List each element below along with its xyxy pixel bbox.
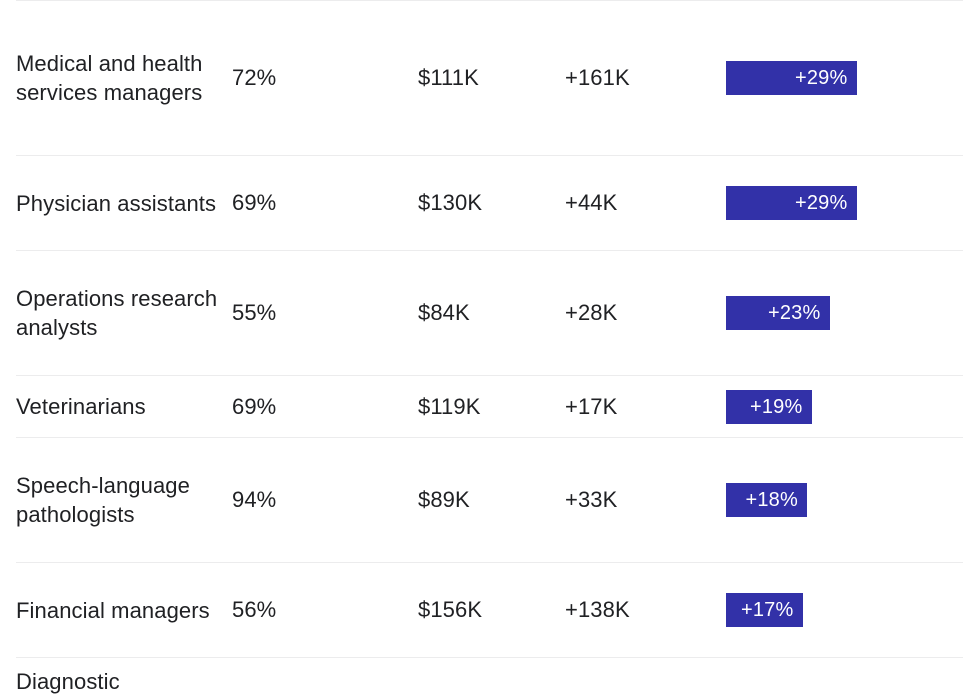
- occupation-name: Speech-language pathologists: [16, 473, 190, 527]
- occupation-name: Diagnostic: [16, 669, 120, 694]
- growth-bar-cell: +18%: [726, 483, 963, 517]
- growth-bar-cell: +23%: [726, 296, 963, 330]
- growth-bar-cell: +19%: [726, 389, 963, 424]
- job-openings-value: +161K: [565, 65, 630, 90]
- occupation-name: Physician assistants: [16, 190, 217, 216]
- table-divider: [16, 250, 963, 251]
- growth-bar-label: +17%: [740, 599, 794, 621]
- table-row[interactable]: Speech-language pathologists 94% $89K +3…: [0, 438, 980, 562]
- median-pay-value: $111K: [418, 65, 479, 90]
- table-row[interactable]: Financial managers 56% $156K +138K +17%: [0, 563, 980, 657]
- table-divider-top: [16, 0, 963, 1]
- growth-bar-label: +29%: [794, 192, 848, 214]
- growth-bar-label: +19%: [749, 395, 803, 418]
- growth-bar-label: +23%: [767, 302, 821, 324]
- growth-bar-cell: +29%: [726, 186, 963, 220]
- median-pay-value: $156K: [418, 597, 483, 622]
- job-openings-value: +17K: [565, 393, 618, 419]
- job-openings-value: +44K: [565, 190, 618, 215]
- growth-bar: +17%: [726, 593, 803, 627]
- job-openings-value: +33K: [565, 487, 618, 512]
- growth-bar-label: +29%: [794, 67, 848, 89]
- percent-value: 69%: [232, 393, 277, 419]
- table-row[interactable]: Veterinarians 69% $119K +17K +19%: [0, 376, 980, 437]
- table-row-clipped[interactable]: Diagnostic: [0, 658, 980, 698]
- growth-bar-cell: +17%: [726, 593, 963, 627]
- table-divider: [16, 375, 963, 376]
- growth-bar: +18%: [726, 483, 807, 517]
- percent-value: 55%: [232, 300, 277, 325]
- median-pay-value: $130K: [418, 190, 483, 215]
- table-row[interactable]: Medical and health services managers 72%…: [0, 1, 980, 155]
- median-pay-value: $89K: [418, 487, 470, 512]
- growth-bar-cell: +29%: [726, 61, 963, 95]
- occupation-name: Veterinarians: [16, 394, 146, 419]
- growth-bar: +29%: [726, 61, 857, 95]
- percent-value: 69%: [232, 190, 277, 215]
- table-divider: [16, 155, 963, 156]
- percent-value: 72%: [232, 65, 277, 90]
- growth-bar-label: +18%: [745, 489, 798, 511]
- job-openings-value: +28K: [565, 300, 618, 325]
- median-pay-value: $119K: [418, 393, 481, 419]
- table-divider: [16, 562, 963, 563]
- table-divider: [16, 657, 963, 658]
- occupation-name: Financial managers: [16, 597, 210, 623]
- growth-bar: +23%: [726, 296, 830, 330]
- growth-bar: +29%: [726, 186, 857, 220]
- percent-value: 56%: [232, 597, 277, 622]
- occupation-name: Medical and health services managers: [16, 51, 203, 105]
- table-divider: [16, 437, 963, 438]
- job-openings-value: +138K: [565, 597, 630, 622]
- occupation-name: Operations research analysts: [16, 286, 218, 340]
- percent-value: 94%: [232, 487, 277, 512]
- table-row[interactable]: Operations research analysts 55% $84K +2…: [0, 251, 980, 375]
- growth-bar: +19%: [726, 389, 812, 424]
- table-row[interactable]: Physician assistants 69% $130K +44K +29%: [0, 156, 980, 250]
- median-pay-value: $84K: [418, 300, 470, 325]
